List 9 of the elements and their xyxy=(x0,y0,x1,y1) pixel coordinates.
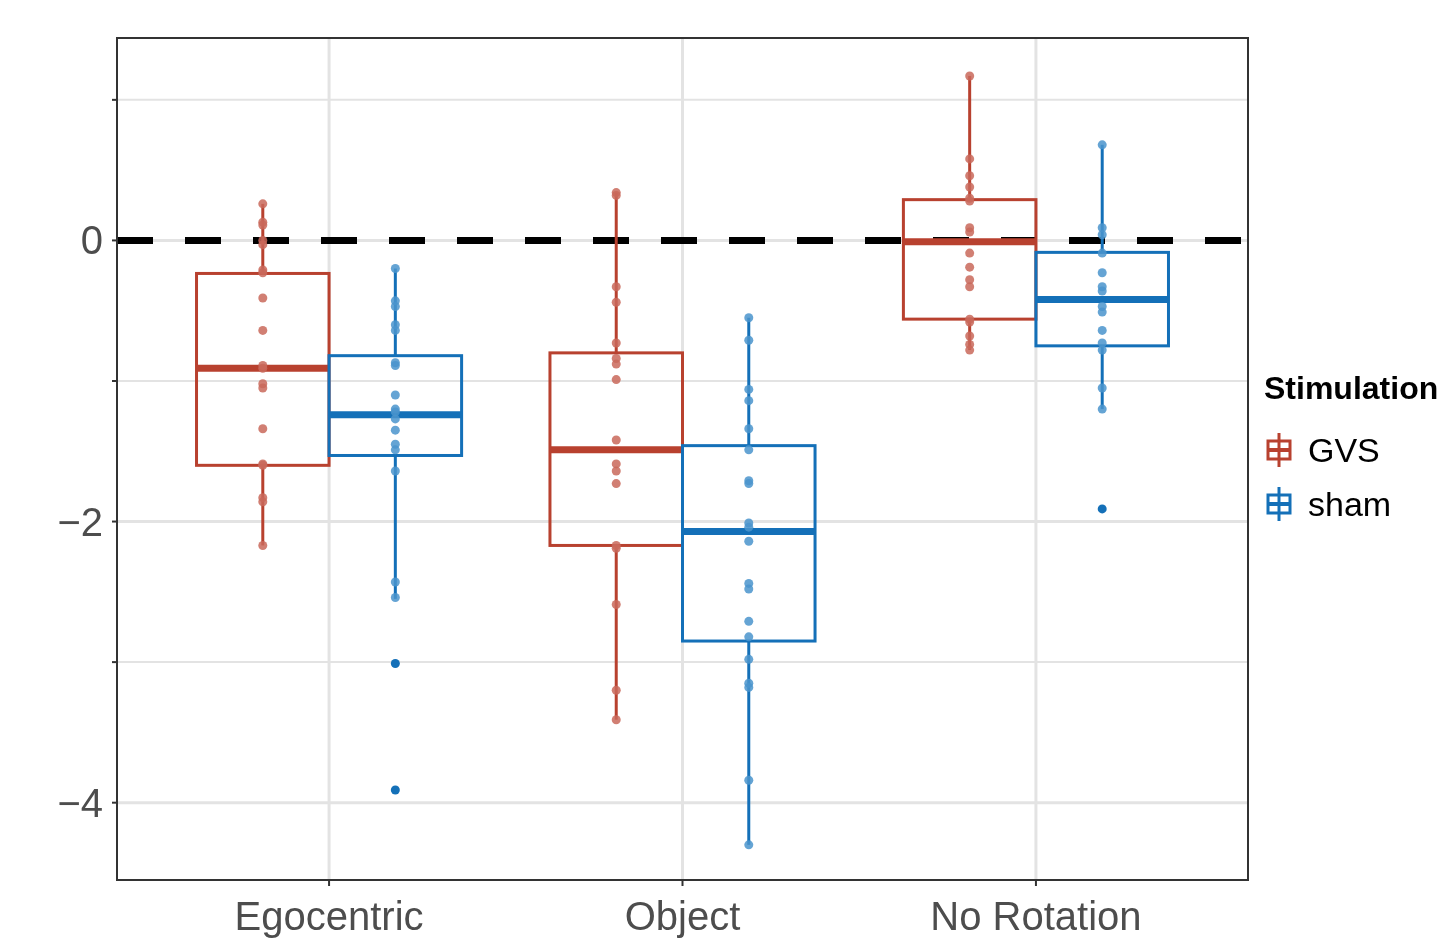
y-tick-label: −4 xyxy=(57,780,103,825)
y-tick-label: −2 xyxy=(57,499,103,544)
legend-label: GVS xyxy=(1308,430,1380,469)
legend-label: sham xyxy=(1308,484,1392,523)
legend-title: Stimulation xyxy=(1264,370,1439,406)
y-tick-label: 0 xyxy=(80,218,103,263)
x-tick-label: Object xyxy=(624,894,741,938)
x-tick-label: Egocentric xyxy=(234,894,424,938)
x-tick-label: No Rotation xyxy=(930,894,1142,938)
